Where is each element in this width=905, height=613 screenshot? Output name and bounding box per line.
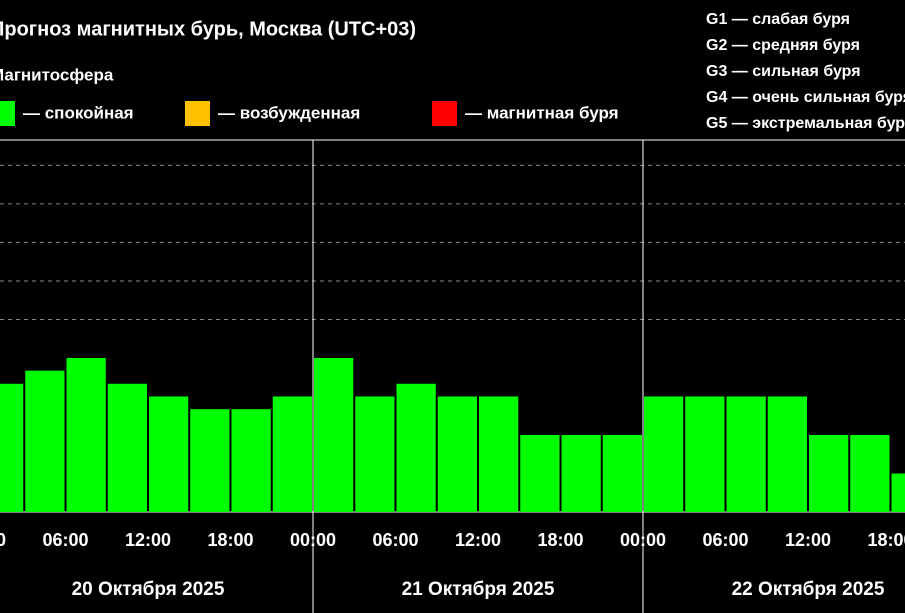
day-label: 22 Октября 2025 bbox=[732, 579, 885, 600]
bar bbox=[767, 396, 807, 512]
x-tick-label: 18:00 bbox=[207, 530, 253, 550]
bar bbox=[0, 383, 24, 512]
bar bbox=[149, 396, 189, 512]
bar bbox=[355, 396, 395, 512]
x-tick-label: 06:00 bbox=[372, 530, 418, 550]
x-tick-label: 00:00 bbox=[0, 530, 6, 550]
x-tick-label: 12:00 bbox=[455, 530, 501, 550]
bar bbox=[850, 434, 890, 512]
day-label: 20 Октября 2025 bbox=[72, 579, 225, 600]
bar bbox=[107, 383, 147, 512]
bar bbox=[190, 409, 230, 512]
bar bbox=[479, 396, 519, 512]
bar bbox=[231, 409, 271, 512]
bar bbox=[66, 357, 106, 512]
scale-note: G5 — экстремальная буря bbox=[706, 115, 905, 132]
x-tick-label: 12:00 bbox=[785, 530, 831, 550]
scale-note: G3 — сильная буря bbox=[706, 63, 861, 80]
x-tick-label: 00:00 bbox=[290, 530, 336, 550]
x-tick-label: 06:00 bbox=[42, 530, 88, 550]
legend-swatch bbox=[185, 101, 210, 126]
bar bbox=[891, 473, 905, 512]
x-tick-label: 06:00 bbox=[702, 530, 748, 550]
bar bbox=[561, 434, 601, 512]
legend-label: — возбужденная bbox=[218, 103, 360, 122]
bar bbox=[520, 434, 560, 512]
legend-label: — спокойная bbox=[23, 103, 134, 122]
bar bbox=[726, 396, 766, 512]
bar bbox=[437, 396, 477, 512]
x-tick-label: 18:00 bbox=[537, 530, 583, 550]
x-tick-label: 12:00 bbox=[125, 530, 171, 550]
x-tick-label: 00:00 bbox=[620, 530, 666, 550]
chart-title: Прогноз магнитных бурь, Москва (UTC+03) bbox=[0, 18, 416, 40]
legend-swatch bbox=[0, 101, 15, 126]
legend-title: Магнитосфера bbox=[0, 65, 114, 84]
scale-note: G2 — средняя буря bbox=[706, 37, 860, 54]
bar bbox=[602, 434, 642, 512]
day-label: 21 Октября 2025 bbox=[402, 579, 555, 600]
x-tick-label: 18:00 bbox=[867, 530, 905, 550]
bar bbox=[644, 396, 684, 512]
bar bbox=[25, 370, 65, 512]
bar bbox=[809, 434, 849, 512]
bar bbox=[314, 357, 354, 512]
scale-note: G1 — слабая буря bbox=[706, 11, 850, 28]
bar bbox=[272, 396, 312, 512]
bar bbox=[685, 396, 725, 512]
scale-note: G4 — очень сильная буря bbox=[706, 89, 905, 106]
legend-label: — магнитная буря bbox=[465, 103, 619, 122]
legend-swatch bbox=[432, 101, 457, 126]
bar bbox=[396, 383, 436, 512]
